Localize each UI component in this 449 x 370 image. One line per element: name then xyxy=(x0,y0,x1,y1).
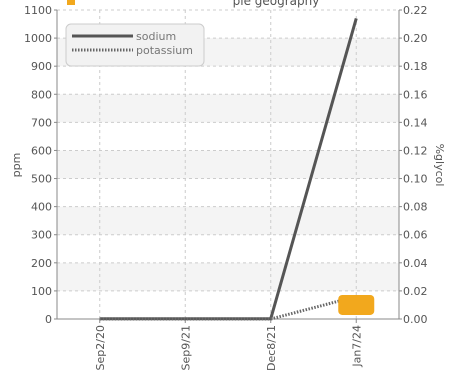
title-icon xyxy=(67,0,75,5)
x-tick-label: Dec8/21 xyxy=(265,325,278,370)
series-line-potassium xyxy=(99,295,357,321)
y-left-tick-label: 100 xyxy=(31,285,52,298)
grid-band xyxy=(57,206,399,235)
y-left-tick-label: 200 xyxy=(31,257,52,270)
y-right-tick-label: 0.02 xyxy=(403,285,428,298)
grid-band xyxy=(57,150,399,179)
y-right-tick-label: 0.22 xyxy=(403,4,428,17)
y-right-tick-label: 0.08 xyxy=(403,201,428,214)
legend: sodium potassium xyxy=(65,23,205,67)
y-right-tick-label: 0.14 xyxy=(403,116,428,129)
marker-glycol xyxy=(338,294,375,315)
y-right-tick-label: 0.10 xyxy=(403,173,428,186)
y-right-tick-label: 0.20 xyxy=(403,32,428,45)
chart-title: ple geography xyxy=(233,0,320,8)
y-right-tick-label: 0.06 xyxy=(403,229,428,242)
y-left-tick-label: 400 xyxy=(31,201,52,214)
y-left-tick-label: 700 xyxy=(31,116,52,129)
y-left-tick-label: 1100 xyxy=(24,4,52,17)
y-left-tick-label: 0 xyxy=(45,313,52,326)
x-tick-label: Sep2/20 xyxy=(94,325,107,370)
y-right-tick-label: 0.18 xyxy=(403,60,428,73)
grid-band xyxy=(57,94,399,123)
legend-label-sodium: sodium xyxy=(136,30,176,43)
legend-label-potassium: potassium xyxy=(136,44,193,57)
y-left-tick-label: 1000 xyxy=(24,32,52,45)
y-right-axis-title: %glycol xyxy=(433,144,446,187)
y-left-tick-label: 500 xyxy=(31,173,52,186)
y-left-tick-label: 300 xyxy=(31,229,52,242)
x-tick-label: Sep9/21 xyxy=(179,325,192,370)
y-left-tick-label: 900 xyxy=(31,60,52,73)
y-right-tick-label: 0.12 xyxy=(403,144,428,157)
grid-bands xyxy=(57,38,399,291)
y-right-tick-label: 0.16 xyxy=(403,88,428,101)
right-axis-ticks: 0.00 0.02 0.04 0.06 0.08 0.10 0.12 0.14 0.16 0.18… xyxy=(399,4,428,326)
series-lines xyxy=(99,18,358,321)
x-axis-ticks: Sep2/20 Sep9/21 Dec8/21 Jan7/24 xyxy=(94,319,363,370)
y-left-axis-title: ppm xyxy=(10,153,23,178)
x-tick-label: Jan7/24 xyxy=(350,325,363,368)
left-axis-ticks: 0 100 200 300 400 500 600 700 800 900 1000 1100 xyxy=(24,4,57,326)
y-left-tick-label: 800 xyxy=(31,88,52,101)
y-right-tick-label: 0.00 xyxy=(403,313,428,326)
y-left-tick-label: 600 xyxy=(31,144,52,157)
grid-band xyxy=(57,262,399,291)
y-right-tick-label: 0.04 xyxy=(403,257,428,270)
markers xyxy=(338,294,375,315)
